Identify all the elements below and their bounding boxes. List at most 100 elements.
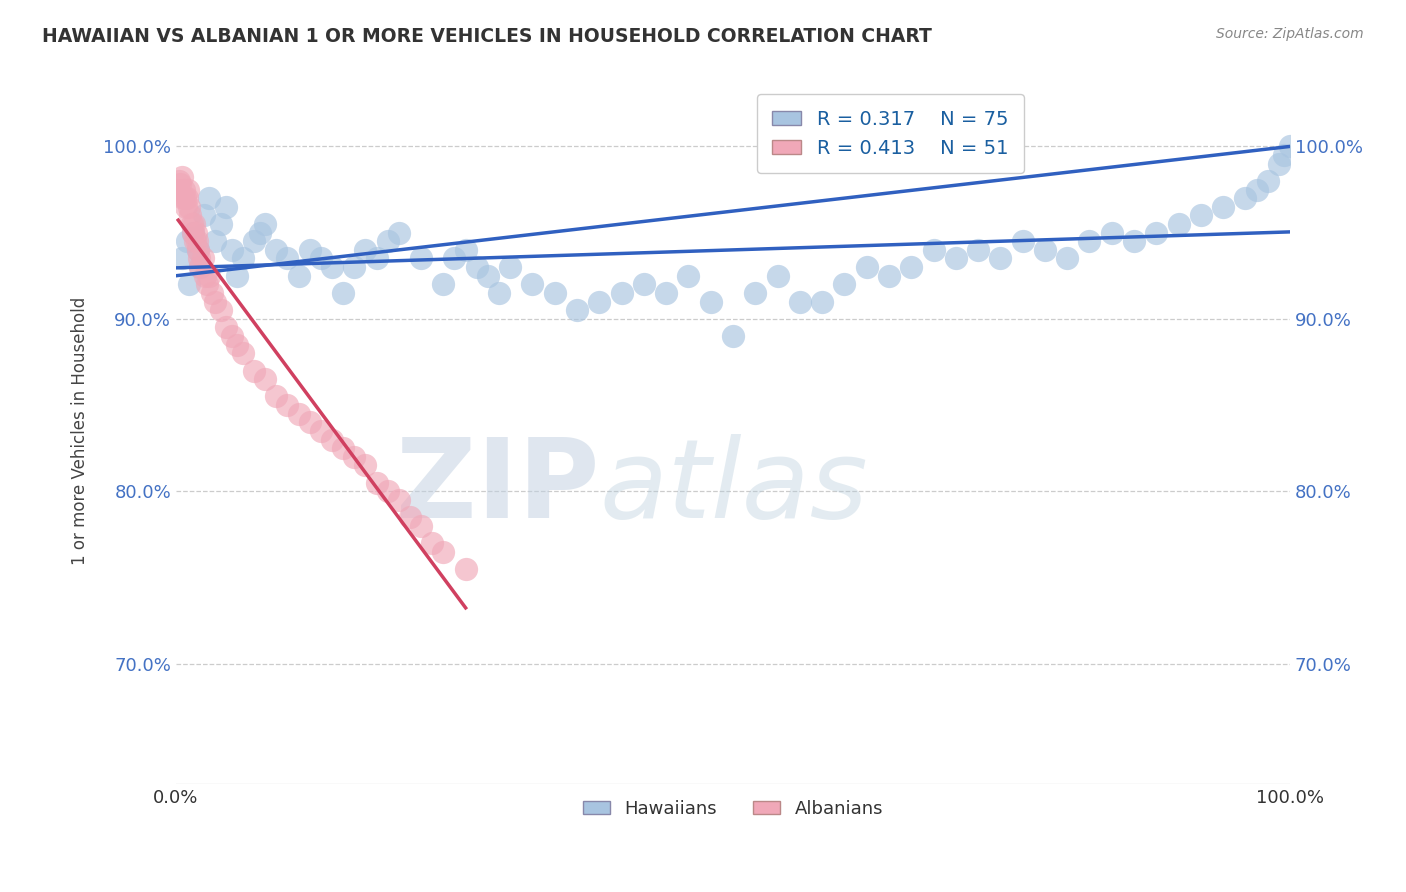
Point [321, 260, 343, 274]
Point [321, 433, 343, 447]
Point [1144, 226, 1167, 240]
Point [454, 562, 477, 576]
Point [173, 182, 195, 196]
Point [922, 243, 945, 257]
Point [232, 346, 254, 360]
Text: ZIP: ZIP [396, 434, 599, 541]
Point [184, 226, 207, 240]
Point [744, 285, 766, 300]
Point [215, 200, 238, 214]
Point [254, 372, 277, 386]
Point [179, 200, 201, 214]
Point [215, 320, 238, 334]
Point [187, 243, 209, 257]
Y-axis label: 1 or more Vehicles in Household: 1 or more Vehicles in Household [72, 297, 89, 565]
Point [204, 294, 226, 309]
Point [900, 260, 922, 274]
Point [1268, 156, 1291, 170]
Point [298, 243, 321, 257]
Point [655, 285, 678, 300]
Point [678, 268, 700, 283]
Point [443, 252, 465, 266]
Point [264, 389, 287, 403]
Point [354, 458, 377, 473]
Point [454, 243, 477, 257]
Point [264, 243, 287, 257]
Point [191, 252, 214, 266]
Point [298, 415, 321, 429]
Point [177, 182, 200, 196]
Point [174, 191, 197, 205]
Point [1101, 226, 1123, 240]
Point [967, 243, 990, 257]
Point [1189, 208, 1212, 222]
Point [249, 226, 271, 240]
Point [243, 363, 266, 377]
Point [544, 285, 567, 300]
Point [388, 226, 411, 240]
Point [167, 182, 190, 196]
Point [332, 285, 354, 300]
Point [190, 260, 212, 274]
Point [499, 260, 522, 274]
Point [181, 226, 204, 240]
Point [232, 252, 254, 266]
Point [699, 294, 721, 309]
Point [1078, 234, 1101, 248]
Point [193, 208, 215, 222]
Point [343, 450, 366, 464]
Point [1279, 139, 1302, 153]
Point [243, 234, 266, 248]
Point [1246, 182, 1268, 196]
Point [204, 234, 226, 248]
Point [195, 277, 218, 292]
Point [588, 294, 610, 309]
Point [522, 277, 544, 292]
Point [834, 277, 856, 292]
Point [432, 277, 454, 292]
Point [276, 252, 298, 266]
Point [186, 234, 208, 248]
Point [332, 441, 354, 455]
Point [432, 544, 454, 558]
Point [226, 337, 249, 351]
Point [1056, 252, 1078, 266]
Point [1234, 191, 1257, 205]
Point [169, 174, 191, 188]
Point [309, 252, 332, 266]
Point [1033, 243, 1056, 257]
Point [1274, 148, 1296, 162]
Point [409, 518, 432, 533]
Point [179, 208, 201, 222]
Point [789, 294, 811, 309]
Point [855, 260, 877, 274]
Point [366, 475, 388, 490]
Point [477, 268, 499, 283]
Point [343, 260, 366, 274]
Point [420, 536, 443, 550]
Point [1167, 217, 1189, 231]
Point [221, 243, 243, 257]
Point [1212, 200, 1234, 214]
Point [1011, 234, 1033, 248]
Point [176, 234, 198, 248]
Point [377, 234, 399, 248]
Point [176, 191, 198, 205]
Point [610, 285, 633, 300]
Point [877, 268, 900, 283]
Point [945, 252, 967, 266]
Point [254, 217, 277, 231]
Point [183, 217, 205, 231]
Point [1257, 174, 1279, 188]
Point [187, 243, 209, 257]
Point [209, 303, 232, 318]
Point [188, 252, 211, 266]
Point [221, 329, 243, 343]
Text: HAWAIIAN VS ALBANIAN 1 OR MORE VEHICLES IN HOUSEHOLD CORRELATION CHART: HAWAIIAN VS ALBANIAN 1 OR MORE VEHICLES … [42, 27, 932, 45]
Point [354, 243, 377, 257]
Point [169, 178, 191, 192]
Point [194, 268, 217, 283]
Point [190, 260, 212, 274]
Point [766, 268, 789, 283]
Point [488, 285, 510, 300]
